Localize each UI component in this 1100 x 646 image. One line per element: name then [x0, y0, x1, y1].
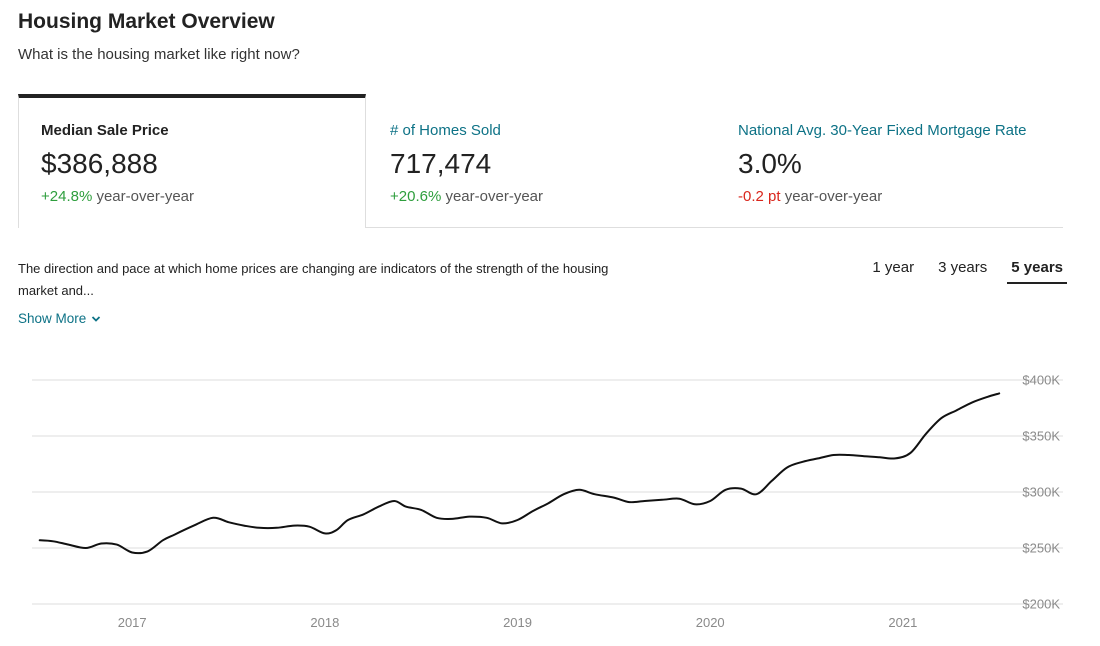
card-change: +20.6% year-over-year: [390, 188, 543, 205]
y-tick-label: $200K: [1022, 597, 1060, 612]
change-suffix: year-over-year: [780, 188, 883, 205]
card-mortgage-rate[interactable]: National Avg. 30-Year Fixed Mortgage Rat…: [714, 94, 1063, 228]
change-amount: -0.2 pt: [738, 188, 781, 205]
grid-lines: [32, 379, 1063, 605]
x-tick-label: 2019: [503, 615, 532, 630]
x-axis-ticks: 2017 2018 2019 2020 2021: [118, 615, 918, 630]
card-value: 717,474: [390, 148, 492, 179]
card-label: # of Homes Sold: [390, 122, 501, 139]
price-chart: $200K$250K$300K$350K$400K 2017 2018 2019 20…: [32, 373, 1063, 630]
y-tick-label: $300K: [1022, 485, 1060, 500]
card-label: Median Sale Price: [41, 122, 169, 139]
show-more-label: Show More: [18, 311, 87, 326]
x-tick-label: 2021: [888, 615, 917, 630]
tab-1-year[interactable]: 1 year: [872, 259, 915, 276]
card-change: +24.8% year-over-year: [41, 188, 194, 205]
y-axis-ticks: $200K $250K $300K $350K $400K: [1022, 373, 1060, 612]
card-homes-sold[interactable]: # of Homes Sold 717,474 +20.6% year-over…: [366, 94, 714, 228]
y-tick-label: $400K: [1022, 373, 1060, 388]
change-suffix: year-over-year: [92, 188, 194, 205]
y-tick-label: $350K: [1022, 429, 1060, 444]
change-amount: +24.8%: [41, 188, 93, 205]
tab-3-years[interactable]: 3 years: [938, 259, 988, 276]
page-title: Housing Market Overview: [18, 10, 275, 33]
tab-5-years[interactable]: 5 years: [1007, 257, 1067, 284]
change-suffix: year-over-year: [441, 188, 543, 205]
series-line: [38, 392, 1001, 555]
description-text: The direction and pace at which home pri…: [18, 261, 609, 298]
card-value: 3.0%: [738, 148, 802, 179]
x-tick-label: 2020: [696, 615, 725, 630]
x-tick-label: 2018: [310, 615, 339, 630]
show-more-link[interactable]: Show More: [18, 311, 101, 326]
page-subtitle: What is the housing market like right no…: [18, 46, 300, 63]
metric-cards: Median Sale Price $386,888 +24.8% year-o…: [18, 94, 1063, 228]
card-change: -0.2 pt year-over-year: [738, 188, 882, 205]
cards-divider: [366, 227, 1063, 228]
y-tick-label: $250K: [1022, 541, 1060, 556]
card-label: National Avg. 30-Year Fixed Mortgage Rat…: [738, 122, 1027, 139]
card-value: $386,888: [41, 148, 158, 179]
x-tick-label: 2017: [118, 615, 147, 630]
card-median-sale-price[interactable]: Median Sale Price $386,888 +24.8% year-o…: [18, 94, 366, 228]
range-tabs: 1 year 3 years 5 years: [848, 257, 1067, 284]
change-amount: +20.6%: [390, 188, 442, 205]
chevron-down-icon: [92, 315, 101, 322]
